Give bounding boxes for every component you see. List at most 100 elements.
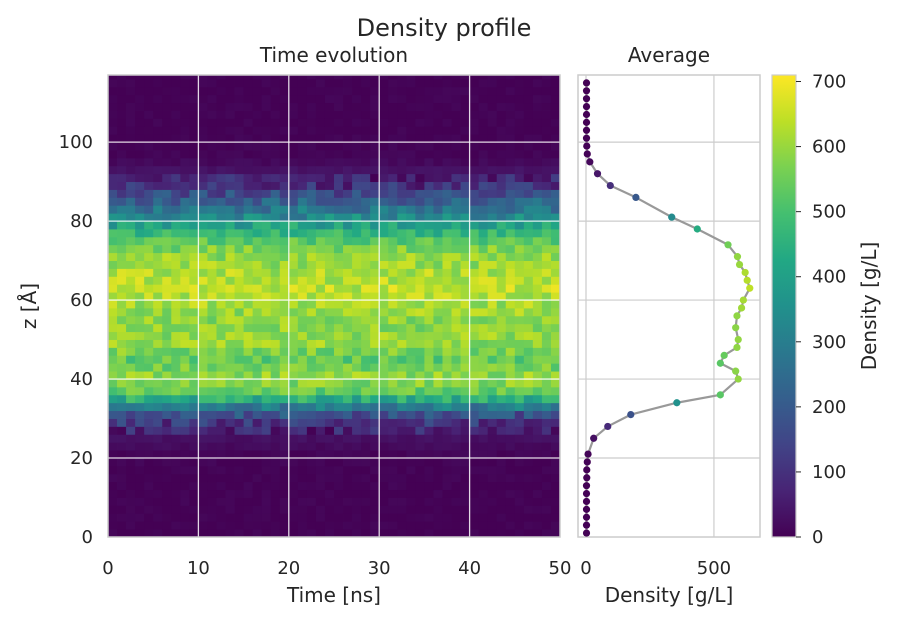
heatmap-cell — [406, 86, 416, 96]
heatmap-cell — [234, 481, 244, 491]
heatmap-cell — [135, 244, 145, 254]
heatmap-cell — [270, 355, 281, 364]
heatmap-cell — [433, 134, 443, 143]
heatmap-cell — [252, 497, 263, 506]
heatmap-cell — [297, 505, 308, 514]
heatmap-cell — [126, 410, 136, 419]
heatmap-cell — [234, 229, 244, 238]
heatmap-cell — [306, 410, 317, 419]
heatmap-cell — [424, 371, 434, 380]
heatmap-cell — [144, 402, 154, 412]
heatmap-cell — [523, 529, 534, 537]
heatmap-cell — [306, 513, 317, 522]
heatmap-cell — [261, 339, 272, 348]
heatmap-cell — [460, 442, 470, 451]
heatmap-cell — [397, 134, 407, 143]
heatmap-cell — [162, 236, 172, 246]
heatmap-cell — [315, 260, 326, 269]
heatmap-cell — [370, 307, 380, 317]
heatmap-cell — [361, 205, 371, 214]
heatmap-cell — [352, 418, 362, 427]
heatmap-cell — [171, 102, 181, 111]
heatmap-cell — [234, 150, 244, 159]
heatmap-cell — [406, 181, 416, 190]
heatmap-cell — [144, 339, 154, 348]
heatmap-y-label: z [Å] — [17, 283, 41, 329]
heatmap-cell — [216, 173, 226, 183]
heatmap-cell — [288, 229, 299, 238]
heatmap-cell — [550, 307, 560, 317]
heatmap-cell — [343, 386, 353, 396]
heatmap-cell — [388, 323, 398, 333]
heatmap-cell — [144, 150, 154, 159]
heatmap-cell — [306, 505, 317, 514]
heatmap-cell — [306, 473, 317, 483]
heatmap-cell — [207, 244, 217, 254]
heatmap-cell — [451, 221, 461, 230]
heatmap-cell — [541, 75, 552, 80]
heatmap-cell — [451, 126, 461, 135]
heatmap-cell — [505, 363, 516, 372]
heatmap-cell — [496, 134, 507, 143]
heatmap-cell — [324, 347, 335, 356]
heatmap-cell — [379, 236, 389, 246]
heatmap-cell — [126, 521, 136, 530]
heatmap-cell — [288, 94, 299, 104]
heatmap-cell — [216, 229, 226, 238]
heatmap-cell — [415, 213, 425, 222]
heatmap-cell — [135, 165, 145, 175]
heatmap-cell — [189, 379, 199, 388]
heatmap-cell — [171, 181, 181, 190]
heatmap-cell — [252, 379, 263, 388]
heatmap-cell — [541, 260, 552, 269]
heatmap-cell — [478, 173, 489, 183]
heatmap-cell — [478, 489, 489, 498]
heatmap-cell — [415, 173, 425, 183]
heatmap-cell — [487, 252, 498, 261]
heatmap-cell — [532, 442, 543, 451]
heatmap-cell — [117, 426, 127, 435]
heatmap-cell — [352, 481, 362, 491]
heatmap-cell — [388, 315, 398, 325]
heatmap-cell — [270, 481, 281, 491]
heatmap-cell — [153, 78, 163, 88]
heatmap-cell — [135, 489, 145, 498]
heatmap-cell — [505, 189, 516, 198]
heatmap-cell — [153, 205, 163, 214]
heatmap-cell — [388, 347, 398, 356]
heatmap-cell — [243, 315, 254, 325]
heatmap-cell — [460, 465, 470, 475]
heatmap-cell — [162, 315, 172, 325]
heatmap-cell — [261, 529, 272, 537]
heatmap-cell — [153, 386, 163, 396]
heatmap-cell — [388, 78, 398, 88]
heatmap-cell — [343, 252, 353, 261]
heatmap-cell — [135, 410, 145, 419]
heatmap-cell — [117, 347, 127, 356]
heatmap-cell — [180, 284, 190, 293]
heatmap-cell — [361, 355, 371, 364]
heatmap-cell — [433, 118, 443, 127]
heatmap-cell — [153, 94, 163, 104]
heatmap-cell — [514, 402, 525, 412]
heatmap-cell — [189, 450, 199, 459]
heatmap-cell — [135, 213, 145, 222]
heatmap-cell — [388, 102, 398, 111]
heatmap-cell — [252, 363, 263, 372]
heatmap-cell — [270, 323, 281, 333]
heatmap-cell — [460, 315, 470, 325]
heatmap-cell — [144, 418, 154, 427]
heatmap-cell — [388, 197, 398, 206]
heatmap-cell — [261, 300, 272, 309]
heatmap-cell — [361, 268, 371, 277]
heatmap-cell — [442, 529, 452, 537]
heatmap-cell — [388, 205, 398, 214]
heatmap-cell — [306, 165, 317, 175]
heatmap-cell — [343, 497, 353, 506]
heatmap-cell — [487, 323, 498, 333]
heatmap-cell — [315, 300, 326, 309]
heatmap-cell — [514, 347, 525, 356]
heatmap-cell — [343, 276, 353, 285]
heatmap-cell — [550, 473, 560, 483]
heatmap-cell — [379, 260, 389, 269]
